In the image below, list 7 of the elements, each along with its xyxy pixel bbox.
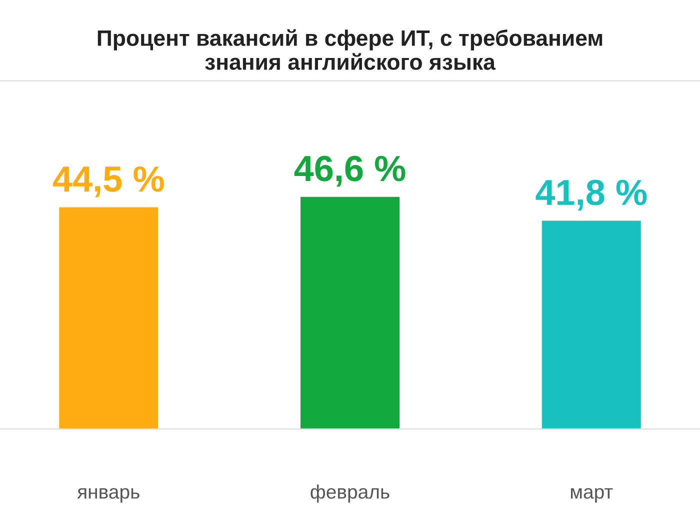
- data-label: 46,6 %: [294, 156, 406, 187]
- chart-title: Процент вакансий в сфере ИТ, с требованием знания английского языка: [98, 29, 602, 70]
- data-label: 41,8 %: [536, 180, 647, 211]
- x-tick-label: март: [571, 488, 613, 503]
- data-label: 44,5 %: [52, 166, 164, 198]
- x-tick-label: февраль: [310, 484, 390, 503]
- x-tick-label: январь: [77, 488, 140, 503]
